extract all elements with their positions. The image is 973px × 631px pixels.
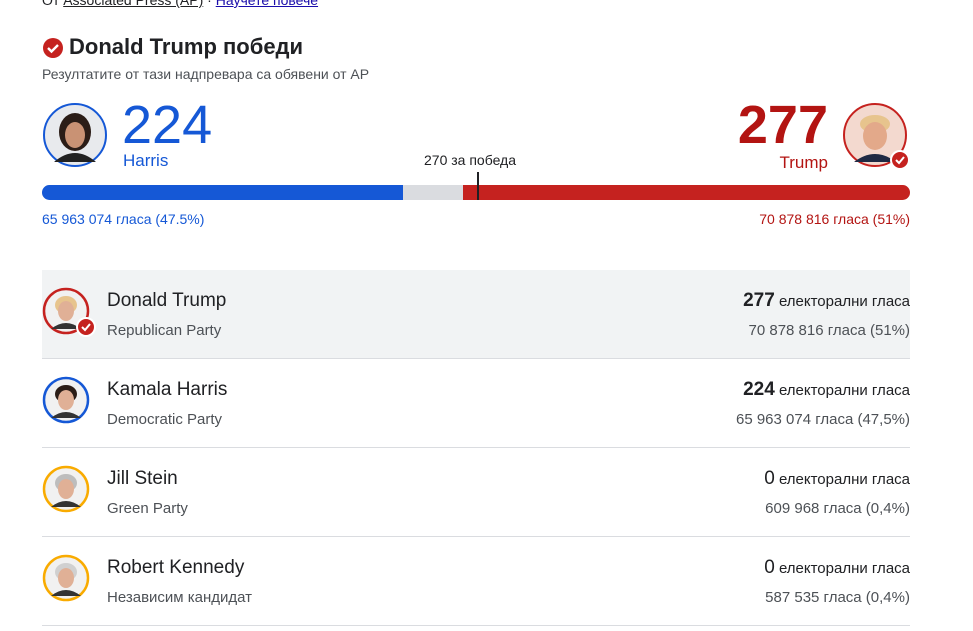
left-electoral: 224 [122,95,213,155]
candidate-electoral: 0 електорални гласа [764,557,910,579]
trump-avatar [843,103,910,170]
candidate-name: Donald Trump [107,290,227,311]
threshold-text: за победа [451,152,517,168]
candidate-electoral: 277 електорални гласа [743,290,910,312]
threshold-label: 270 за победа [424,152,516,168]
popular-votes: 609 968 гласа (0,4%) [765,500,910,517]
result-bar [42,185,910,200]
left-name: Harris [123,151,169,170]
threshold-value: 270 [424,152,448,168]
electoral-label: електорални гласа [778,471,910,488]
harris-bar [42,185,404,200]
candidate-name: Kamala Harris [107,379,228,400]
threshold-marker [476,172,479,200]
learn-more-link[interactable]: Научете повече [215,0,319,8]
right-votes: 70 878 816 гласа (51%) [759,211,910,227]
popular-votes: 587 535 гласа (0,4%) [765,589,910,606]
popular-votes: 70 878 816 гласа (51%) [748,322,911,339]
harris-avatar [43,103,107,167]
right-name: Trump [779,153,829,172]
candidate-avatar [42,376,90,424]
candidate-row[interactable]: Donald Trump Republican Party 277 електора… [42,270,910,359]
candidate-electoral: 224 електорални гласа [743,379,910,401]
candidate-party: Democratic Party [107,411,223,428]
left-votes: 65 963 074 гласа (47.5%) [42,211,205,227]
candidate-row[interactable]: Robert Kennedy Независим кандидат 0 електо… [42,537,910,626]
source-line: От Associated Press (AP) · Научете повеч… [42,0,318,8]
electoral-votes: 224 [743,379,775,400]
candidate-row[interactable]: Kamala Harris Democratic Party 224 електор… [42,359,910,448]
separator: · [207,0,212,8]
electoral-votes: 277 [743,290,775,311]
source-agency[interactable]: Associated Press (AP) [63,0,204,8]
candidate-party: Republican Party [107,322,222,339]
winner-check [43,38,63,58]
candidate-name: Jill Stein [107,468,178,489]
popular-votes: 65 963 074 гласа (47,5%) [735,411,910,428]
candidate-electoral: 0 електорални гласа [764,468,910,490]
right-electoral: 277 [737,95,828,155]
electoral-label: електорални гласа [778,293,910,310]
candidate-party: Независим кандидат [107,589,253,606]
electoral-votes: 0 [764,468,775,489]
electoral-votes: 0 [764,557,775,578]
trump-bar [463,185,910,200]
candidate-party: Green Party [107,500,188,517]
source-prefix: От [42,0,60,8]
candidate-avatar [42,465,90,513]
candidate-name: Robert Kennedy [107,557,245,578]
candidate-avatar [42,287,96,337]
subtitle: Резултатите от тази надпревара са обявен… [42,66,370,82]
title: Donald Trump победи [69,34,304,59]
candidate-row[interactable]: Jill Stein Green Party 0 електорални гласа… [42,448,910,537]
candidate-avatar [42,554,90,602]
electoral-label: електорални гласа [778,382,910,399]
electoral-label: електорални гласа [778,560,910,577]
